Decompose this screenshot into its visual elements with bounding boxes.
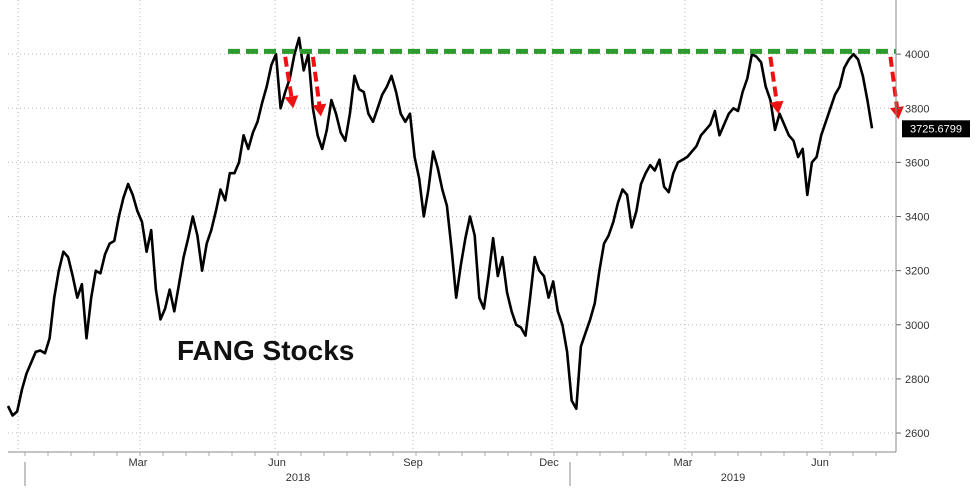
x-tick-label: Jun — [811, 457, 829, 469]
decline-arrow-head — [284, 95, 299, 109]
x-tick-label: Mar — [674, 457, 693, 469]
last-value-text: 3725.6799 — [910, 123, 962, 135]
decline-arrow-head — [890, 106, 904, 120]
y-tick-label: 3400 — [905, 212, 929, 224]
gridlines — [8, 0, 896, 452]
decline-arrow-shaft — [768, 56, 779, 105]
chart-title: FANG Stocks — [177, 335, 354, 366]
x-tick-label: Sep — [403, 457, 423, 469]
decline-arrow-head — [312, 103, 327, 117]
decline-arrow-head — [769, 100, 784, 114]
y-axis: 2600 2800 3000 3200 3400 3600 3800 4000 — [895, 0, 929, 452]
last-value-label-bg — [902, 120, 970, 138]
y-tick-label: 2600 — [905, 428, 929, 440]
y-tick-label: 3800 — [905, 103, 929, 115]
y-tick-label: 2800 — [905, 374, 929, 386]
decline-arrow-shaft — [888, 56, 900, 110]
y-tick-label: 3600 — [905, 157, 929, 169]
x-tick-label: Jun — [268, 457, 286, 469]
y-tick-label: 3000 — [905, 320, 929, 332]
annotation-layer — [228, 48, 904, 120]
decline-arrow-shaft — [283, 56, 294, 99]
decline-arrow-shaft — [310, 56, 322, 107]
last-value-label: 3725.6799 — [902, 120, 970, 138]
series-layer — [6, 36, 874, 417]
x-tick-label: Mar — [129, 457, 148, 469]
fang-index-line — [6, 36, 874, 417]
x-year-label: 2019 — [721, 472, 745, 484]
x-year-label: 2018 — [286, 472, 310, 484]
y-tick-label: 3200 — [905, 266, 929, 278]
y-tick-label: 4000 — [905, 49, 929, 61]
x-tick-label: Dec — [539, 457, 559, 469]
